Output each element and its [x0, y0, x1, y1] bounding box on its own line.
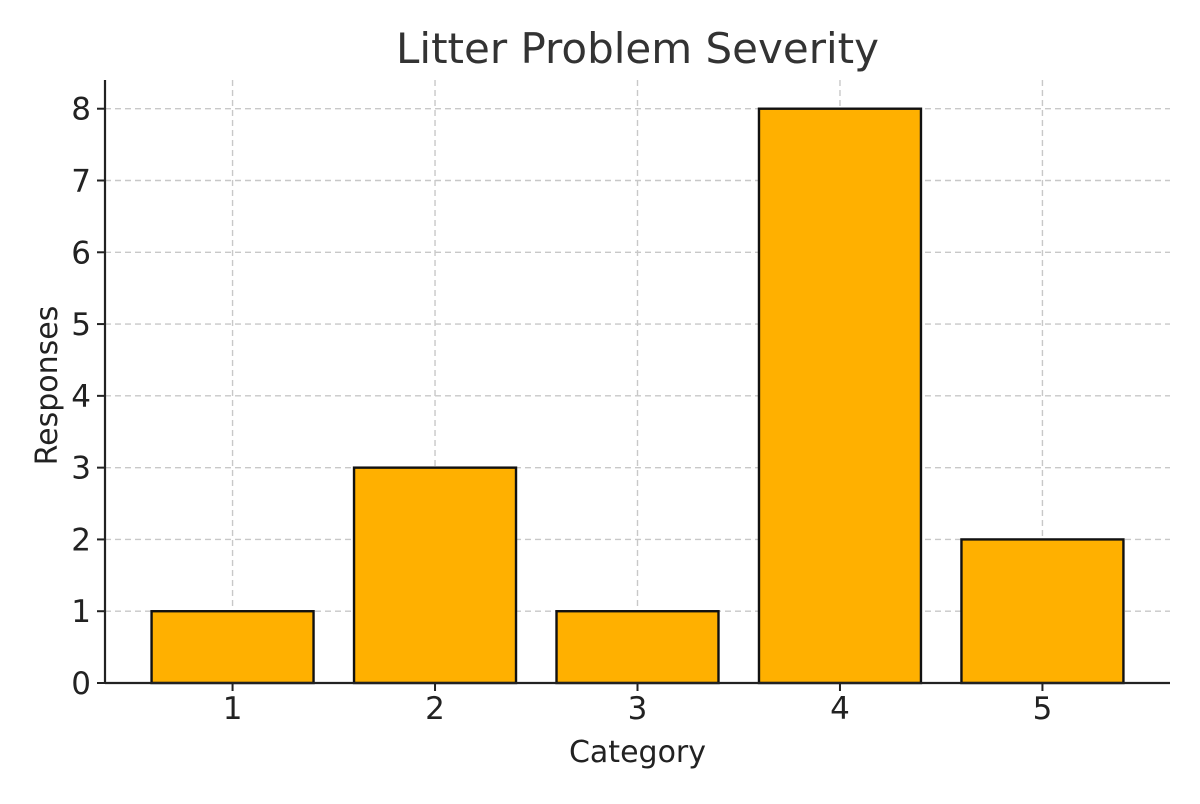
bar-category-5	[960, 538, 1125, 685]
x-tick-label: 4	[830, 691, 850, 727]
y-tick-label: 7	[71, 164, 91, 200]
y-tick-label: 3	[71, 451, 91, 487]
y-tick-label: 0	[71, 666, 91, 702]
bar-category-2	[352, 466, 518, 685]
chart-title: Litter Problem Severity	[396, 24, 879, 73]
bar-category-4	[757, 107, 923, 685]
x-tick-label: 2	[425, 691, 445, 727]
y-tick-label: 2	[71, 522, 91, 558]
x-tick-label: 1	[223, 691, 243, 727]
tick-layer: 0 1 2 3 4 5 6 7 8 1 2 3 4 5	[71, 92, 1052, 727]
y-tick-label: 1	[71, 594, 91, 630]
bar-layer	[150, 107, 1125, 685]
y-tick-label: 4	[71, 379, 91, 415]
x-tick-label: 5	[1033, 691, 1053, 727]
x-tick-label: 3	[628, 691, 648, 727]
bar-category-3	[555, 610, 720, 685]
y-tick-label: 5	[71, 307, 91, 343]
bar-category-1	[150, 610, 315, 685]
y-tick-label: 6	[71, 235, 91, 271]
y-tick-label: 8	[71, 92, 91, 128]
x-axis-title: Category	[569, 735, 706, 770]
y-axis-title: Responses	[30, 306, 65, 466]
